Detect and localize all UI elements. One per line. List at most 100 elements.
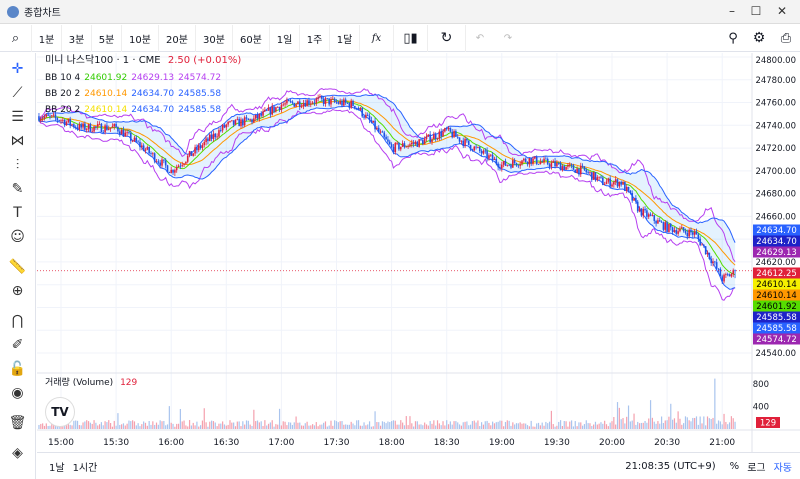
brush-icon[interactable]: ✎ [11,181,24,197]
text-icon[interactable]: T [13,205,22,221]
volume-bar [334,420,336,429]
bb-line [38,108,736,301]
interval-6[interactable]: 60분 [233,24,270,52]
chart-area[interactable]: 15:00 15:30 16:00 16:30 17:00 17:30 18:00 18:30… [37,53,800,452]
candle [245,117,248,119]
candle [489,154,492,156]
range-1d[interactable]: 1날 [49,462,65,474]
pattern-icon[interactable]: ⋈ [10,133,25,149]
volume-bar [286,425,288,429]
volume-bar [299,422,301,429]
interval-4[interactable]: 20분 [159,24,196,52]
candle [412,142,415,144]
symbol-name: 미니 나스닥100 · 1 · CME [45,55,161,66]
log-toggle[interactable]: 로그 [747,462,766,474]
lock-icon[interactable]: 🔓 [8,361,27,377]
interval-8[interactable]: 1주 [300,24,330,52]
volume-bar [622,418,624,429]
lock-drawings-icon[interactable]: ✐ [11,337,24,353]
minimize-button[interactable]: – [729,4,735,18]
candle [504,160,507,166]
candle [368,115,371,121]
volume-bar [556,425,558,429]
candle [161,159,163,166]
horizontal-lines-icon[interactable]: ☰ [11,109,24,125]
candle [484,150,487,152]
trend-line-icon[interactable]: ⟋ [12,85,23,101]
chart-canvas[interactable]: 15:00 15:30 16:00 16:30 17:00 17:30 18:00 18:30… [37,53,800,452]
volume-bar [444,425,446,429]
interval-0[interactable]: 1분 [32,24,62,52]
interval-7[interactable]: 1일 [270,24,300,52]
redo-icon[interactable]: ↷ [503,32,513,44]
candle [65,121,68,126]
chart-type-candles-icon[interactable]: ▯▮ [394,24,428,52]
candle [409,144,411,146]
candle [39,119,42,121]
ruler-icon[interactable]: 📏 [8,259,27,275]
magnet-icon[interactable]: ⋂ [11,313,24,329]
candle [603,184,606,185]
candle [690,229,692,233]
interval-1[interactable]: 3분 [62,24,92,52]
indicator-label: BB 20 2 [45,89,81,99]
volume-bar [177,423,180,429]
volume-bar [660,416,663,429]
candle [515,163,518,166]
volume-bar [480,422,483,429]
candle [98,123,101,125]
eye-icon[interactable]: ◉ [11,385,24,401]
candle [420,139,422,141]
candle [47,114,49,116]
trash-icon[interactable]: 🗑 [8,415,27,431]
indicator-legend[interactable]: BB 20 2 24610.14 24634.70 24585.58 [45,88,225,100]
indicator-legend[interactable]: BB 20 2 24610.14 24634.70 24585.58 [45,104,225,116]
undo-icon[interactable]: ↶ [475,32,485,44]
percent-toggle[interactable]: % [729,460,740,472]
fib-icon[interactable]: ⫶ [15,157,20,173]
volume-bar [508,420,510,429]
indicator-legend[interactable]: BB 10 4 24601.92 24629.13 24574.72 [45,72,225,84]
volume-bar [218,423,220,429]
interval-3[interactable]: 10분 [122,24,159,52]
zoom-in-icon[interactable]: ⊕ [11,283,24,299]
camera-icon[interactable]: ⎙ [780,30,792,46]
interval-2[interactable]: 5분 [92,24,122,52]
candle [693,231,696,235]
indicators-button[interactable]: fx [360,24,394,52]
candle [74,127,77,128]
auto-toggle[interactable]: 자동 [773,462,792,474]
volume-bar [247,420,249,429]
volume-bar [552,424,554,429]
volume-bar [471,421,474,429]
zoom-search-icon[interactable]: ⚲ [728,30,738,46]
emoji-icon[interactable]: ☺ [10,229,25,245]
search-symbol-button[interactable]: ⌕ [0,24,32,52]
interval-9[interactable]: 1달 [330,24,360,52]
crosshair-icon[interactable]: ✛ [11,61,24,77]
volume-bar [143,421,145,429]
candle [624,181,626,191]
gear-icon[interactable]: ⚙ [752,30,766,46]
candle [207,138,209,142]
close-button[interactable]: ✕ [776,4,788,18]
candle [464,138,466,146]
candle [658,220,661,222]
volume-bar [695,416,698,429]
candle [714,261,716,263]
candle [528,158,531,165]
candle [251,119,253,123]
indicator-label: BB 10 4 [45,73,81,83]
reset-icon[interactable]: ↻ [428,24,466,52]
candle [401,143,404,147]
maximize-button[interactable]: ☐ [750,4,762,18]
candle [723,274,725,282]
range-1h[interactable]: 1시간 [72,462,98,474]
candle [243,117,246,126]
layers-icon[interactable]: ◈ [12,445,23,461]
candle [343,99,345,106]
volume-bar [593,424,595,429]
price-tag [753,224,800,236]
candle [309,103,312,105]
interval-5[interactable]: 30분 [196,24,233,52]
